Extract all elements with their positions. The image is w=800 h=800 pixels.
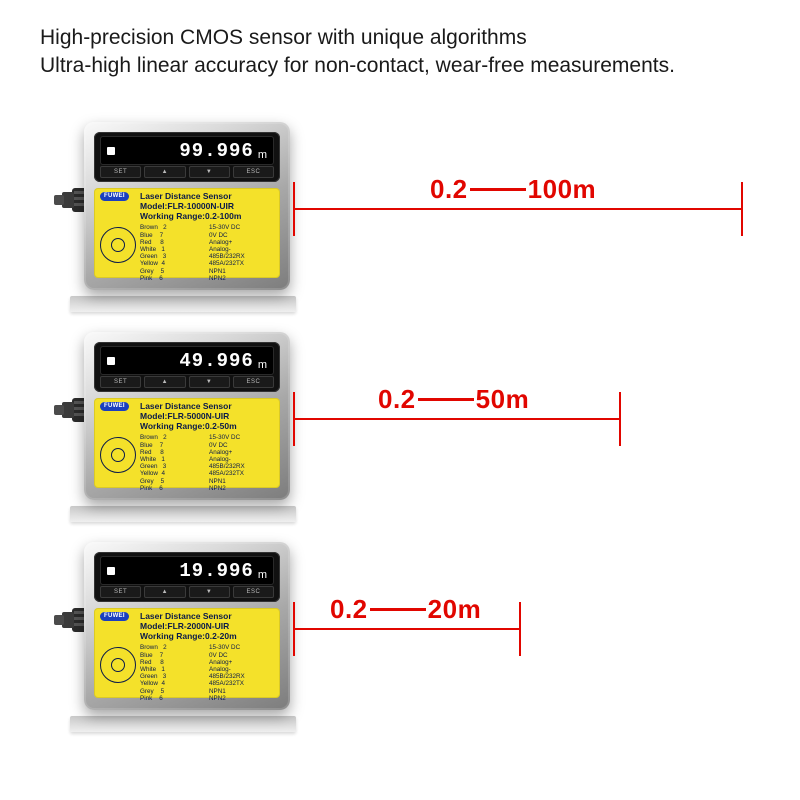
range-lo: 0.2 [378,384,416,414]
shelf-shadow [70,716,296,732]
range-hi: 20m [428,594,482,624]
headline-line1: High-precision CMOS sensor with unique a… [40,26,527,49]
sensor-device: 19.996 m SET ▲ ▼ ESC FUWEI Laser Distanc… [84,542,290,710]
set-button[interactable]: SET [100,586,141,598]
connector-icon [54,392,88,428]
lcd-unit: m [258,149,267,164]
down-button[interactable]: ▼ [189,586,230,598]
range-lo: 0.2 [330,594,368,624]
range-label: 0.2 50m [378,384,529,415]
top-panel: 19.996 m SET ▲ ▼ ESC [94,552,280,602]
range-cap-left [293,392,295,446]
lcd-display: 19.996 m [100,556,274,585]
lcd-unit: m [258,569,267,584]
range-label: 0.2 20m [330,594,481,625]
top-panel: 99.996 m SET ▲ ▼ ESC [94,132,280,182]
lcd-reading: 99.996 [179,140,253,162]
sensor-row: 99.996 m SET ▲ ▼ ESC FUWEI Laser Distanc… [0,110,800,310]
lcd-indicator-icon [107,567,115,575]
lcd-indicator-icon [107,147,115,155]
sensor-device: 99.996 m SET ▲ ▼ ESC FUWEI Laser Distanc… [84,122,290,290]
up-button[interactable]: ▲ [144,166,185,178]
button-row: SET ▲ ▼ ESC [94,166,280,182]
down-button[interactable]: ▼ [189,376,230,388]
wire-col-right: 15-30V DC 0V DC Analog+ Analog- 485B/232… [209,224,274,282]
sensor-row: 19.996 m SET ▲ ▼ ESC FUWEI Laser Distanc… [0,530,800,730]
range-label: 0.2 100m [430,174,596,205]
shelf-shadow [70,506,296,522]
spec-label: FUWEI Laser Distance Sensor Model:FLR-10… [94,188,280,278]
range-cap-right [619,392,621,446]
button-row: SET ▲ ▼ ESC [94,376,280,392]
down-button[interactable]: ▼ [189,166,230,178]
up-button[interactable]: ▲ [144,376,185,388]
wire-col-left: Brown 2 Blue 7 Red 8 White 1 Green 3 Yel… [140,644,205,702]
connector-icon [54,182,88,218]
label-range: Working Range:0.2-100m [140,212,274,222]
range-cap-left [293,602,295,656]
headline-line2: Ultra-high linear accuracy for non-conta… [40,54,675,77]
wire-col-left: Brown 2 Blue 7 Red 8 White 1 Green 3 Yel… [140,224,205,282]
range-lo: 0.2 [430,174,468,204]
pinout-icon [100,647,136,683]
label-range: Working Range:0.2-50m [140,422,274,432]
range-cap-left [293,182,295,236]
shelf-shadow [70,296,296,312]
lcd-unit: m [258,359,267,374]
sensor-row: 49.996 m SET ▲ ▼ ESC FUWEI Laser Distanc… [0,320,800,520]
up-button[interactable]: ▲ [144,586,185,598]
brand-badge: FUWEI [100,612,129,621]
range-hi: 100m [528,174,597,204]
esc-button[interactable]: ESC [233,586,274,598]
lcd-display: 99.996 m [100,136,274,165]
wire-col-right: 15-30V DC 0V DC Analog+ Analog- 485B/232… [209,644,274,702]
range-line [294,208,742,210]
wire-col-left: Brown 2 Blue 7 Red 8 White 1 Green 3 Yel… [140,434,205,492]
range-cap-right [741,182,743,236]
range-dash-icon [418,398,474,401]
esc-button[interactable]: ESC [233,166,274,178]
label-range: Working Range:0.2-20m [140,632,274,642]
set-button[interactable]: SET [100,166,141,178]
spec-label: FUWEI Laser Distance Sensor Model:FLR-20… [94,608,280,698]
brand-badge: FUWEI [100,402,129,411]
range-dash-icon [470,188,526,191]
connector-icon [54,602,88,638]
esc-button[interactable]: ESC [233,376,274,388]
headline: High-precision CMOS sensor with unique a… [40,24,760,81]
range-cap-right [519,602,521,656]
brand-badge: FUWEI [100,192,129,201]
lcd-display: 49.996 m [100,346,274,375]
range-dash-icon [370,608,426,611]
range-line [294,418,620,420]
pinout-icon [100,437,136,473]
lcd-indicator-icon [107,357,115,365]
wire-col-right: 15-30V DC 0V DC Analog+ Analog- 485B/232… [209,434,274,492]
button-row: SET ▲ ▼ ESC [94,586,280,602]
top-panel: 49.996 m SET ▲ ▼ ESC [94,342,280,392]
set-button[interactable]: SET [100,376,141,388]
sensor-device: 49.996 m SET ▲ ▼ ESC FUWEI Laser Distanc… [84,332,290,500]
range-line [294,628,520,630]
lcd-reading: 49.996 [179,350,253,372]
range-hi: 50m [476,384,530,414]
sensor-stage: 99.996 m SET ▲ ▼ ESC FUWEI Laser Distanc… [0,110,800,790]
pinout-icon [100,227,136,263]
spec-label: FUWEI Laser Distance Sensor Model:FLR-50… [94,398,280,488]
lcd-reading: 19.996 [179,560,253,582]
